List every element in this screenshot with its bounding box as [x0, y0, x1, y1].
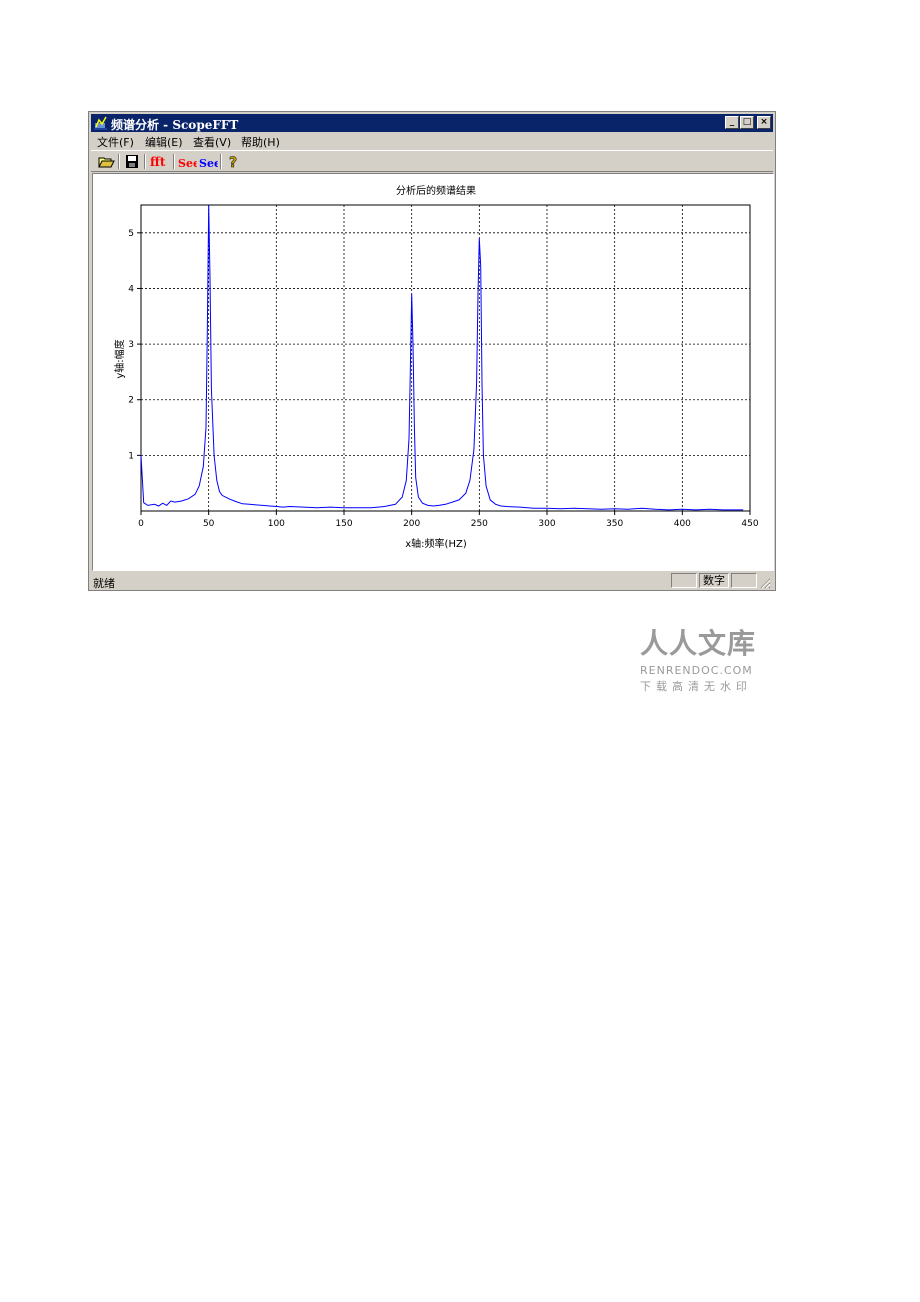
svg-text:See: See	[178, 157, 197, 170]
svg-text:?: ?	[229, 155, 237, 170]
minimize-button[interactable]: _	[725, 116, 739, 129]
x-tick-label: 250	[471, 519, 488, 529]
menu-edit[interactable]: 编辑(E)	[145, 136, 183, 149]
x-tick-label: 0	[138, 519, 144, 529]
status-panel-empty	[671, 573, 697, 588]
resize-grip-icon[interactable]	[759, 577, 771, 589]
toolbar-separator	[220, 154, 222, 169]
window-title: 频谱分析 - ScopeFFT	[111, 118, 239, 132]
app-icon	[94, 116, 107, 130]
x-tick-label: 450	[741, 519, 758, 529]
chart-title: 分析后的频谱结果	[396, 184, 476, 197]
save-icon[interactable]	[123, 153, 141, 170]
y-tick-label: 5	[128, 229, 134, 239]
x-tick-label: 400	[674, 519, 691, 529]
y-tick-label: 3	[128, 340, 134, 350]
app-window: 频谱分析 - ScopeFFT _ □ × 文件(F) 编辑(E) 查看(V) …	[88, 111, 776, 591]
spectrum-line	[140, 204, 744, 511]
menu-bar: 文件(F) 编辑(E) 查看(V) 帮助(H)	[91, 132, 773, 150]
title-bar[interactable]: 频谱分析 - ScopeFFT _ □ ×	[91, 114, 773, 132]
watermark-url: RENRENDOC.COM	[640, 664, 753, 677]
spectrum-chart: 分析后的频谱结果 0 50 100 150 200 250 300 350 400 450 1 2 3 4…	[113, 184, 759, 550]
toolbar-separator	[118, 154, 120, 169]
open-folder-icon[interactable]	[97, 153, 115, 170]
menu-view[interactable]: 查看(V)	[193, 136, 232, 149]
plot-frame	[140, 204, 751, 512]
x-tick-label: 100	[268, 519, 285, 529]
x-axis-label: x轴:频率(HZ)	[405, 537, 467, 550]
x-tick-label: 200	[403, 519, 420, 529]
x-tick-label: 50	[203, 519, 215, 529]
see-icon-2[interactable]: See	[198, 153, 218, 170]
y-tick-label: 4	[128, 284, 134, 294]
svg-text:fft: fft	[150, 155, 166, 169]
y-tick-label: 1	[128, 451, 134, 461]
menu-file[interactable]: 文件(F)	[97, 136, 134, 149]
status-bar: 就绪 数字	[91, 572, 773, 590]
chart-grid	[141, 205, 750, 511]
x-tick-label: 300	[538, 519, 555, 529]
chart-axes: 0 50 100 150 200 250 300 350 400 450 1 2 3 4 5	[128, 204, 759, 529]
watermark: 人人文库 RENRENDOC.COM 下载高清无水印	[640, 622, 780, 694]
status-panel-empty	[731, 573, 757, 588]
svg-text:See: See	[199, 157, 218, 170]
see-icon-1[interactable]: See	[177, 153, 197, 170]
x-tick-label: 150	[335, 519, 352, 529]
status-text: 就绪	[93, 577, 115, 590]
chart-area: 分析后的频谱结果 0 50 100 150 200 250 300 350 400 450 1 2 3 4…	[92, 173, 774, 571]
y-tick-label: 2	[128, 396, 134, 406]
maximize-button[interactable]: □	[740, 116, 754, 129]
chart-series	[140, 204, 744, 511]
close-button[interactable]: ×	[757, 116, 771, 129]
y-axis-label: y轴:幅度	[113, 339, 126, 378]
toolbar: fft See See ?	[91, 150, 773, 172]
x-tick-label: 350	[606, 519, 623, 529]
watermark-title: 人人文库	[640, 627, 757, 660]
toolbar-separator	[173, 154, 175, 169]
fft-icon[interactable]: fft	[149, 153, 171, 170]
watermark-subtitle: 下载高清无水印	[640, 680, 752, 693]
toolbar-separator	[144, 154, 146, 169]
help-icon[interactable]: ?	[225, 153, 243, 170]
num-lock-indicator: 数字	[699, 573, 729, 588]
menu-help[interactable]: 帮助(H)	[241, 136, 280, 149]
